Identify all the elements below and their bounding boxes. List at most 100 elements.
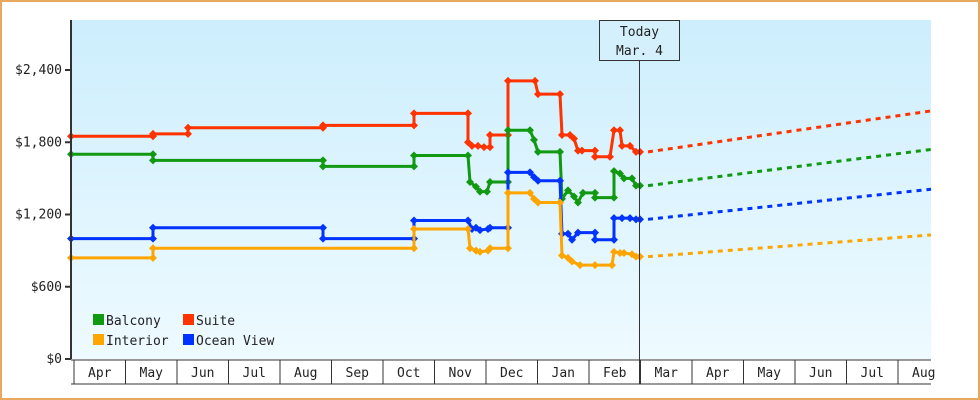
data-point-marker <box>466 177 474 186</box>
month-label: Aug <box>294 366 317 381</box>
data-point-marker <box>410 162 418 171</box>
month-label: Aug <box>912 366 935 381</box>
data-point-marker <box>526 188 534 197</box>
month-label: Mar <box>655 366 679 381</box>
data-point-marker <box>616 169 624 178</box>
data-point-marker <box>319 223 327 232</box>
data-point-marker <box>591 188 599 197</box>
data-point-marker <box>526 126 534 135</box>
today-label: Today <box>620 25 659 40</box>
data-point-marker <box>410 244 418 253</box>
data-point-marker <box>319 162 327 171</box>
data-point-marker <box>464 224 472 233</box>
data-point-marker <box>556 90 564 99</box>
data-point-marker <box>504 76 512 85</box>
legend: Balcony Suite Interior Ocean View <box>93 314 274 349</box>
y-tick-label: $600 <box>31 280 62 295</box>
data-point-marker <box>626 141 634 150</box>
data-point-marker <box>410 224 418 233</box>
data-point-marker <box>591 146 599 155</box>
month-label: Apr <box>88 366 112 381</box>
data-point-marker <box>610 126 618 135</box>
data-point-marker <box>578 146 586 155</box>
data-point-marker <box>576 261 584 270</box>
data-point-marker <box>574 228 582 237</box>
legend-swatch <box>183 314 194 325</box>
month-label: Feb <box>603 366 627 381</box>
data-point-marker <box>410 151 418 160</box>
data-point-marker <box>531 76 539 85</box>
data-point-marker <box>464 151 472 160</box>
data-point-marker <box>591 193 599 202</box>
data-point-marker <box>486 223 494 232</box>
data-point-marker <box>564 229 572 238</box>
y-tick-label: $1,200 <box>15 208 62 223</box>
data-point-marker <box>319 156 327 165</box>
data-point-marker <box>476 187 484 196</box>
data-point-marker <box>486 131 494 140</box>
y-axis: $0 $600 $1,200 $1,800 $2,400 <box>15 63 71 367</box>
data-point-marker <box>610 214 618 223</box>
month-label: Jul <box>861 366 884 381</box>
month-label: Jul <box>243 366 266 381</box>
data-point-marker <box>534 147 542 156</box>
month-label: Nov <box>449 366 473 381</box>
month-label: Sep <box>346 366 370 381</box>
data-point-marker <box>504 126 512 135</box>
legend-swatch <box>183 334 194 345</box>
data-point-marker <box>410 121 418 130</box>
data-point-marker <box>579 188 587 197</box>
data-point-marker <box>504 244 512 253</box>
month-label: Apr <box>706 366 730 381</box>
data-point-marker <box>610 167 618 176</box>
data-point-marker <box>591 152 599 161</box>
data-point-marker <box>483 187 491 196</box>
data-point-marker <box>610 247 618 256</box>
data-point-marker <box>486 143 494 152</box>
data-point-marker <box>558 251 566 260</box>
forecast-line-balcony <box>647 147 932 188</box>
data-point-marker <box>534 176 542 185</box>
today-box <box>599 20 680 61</box>
data-point-marker <box>472 182 480 191</box>
data-point-marker <box>149 156 157 165</box>
month-label: Oct <box>397 366 420 381</box>
data-point-marker <box>504 188 512 197</box>
data-point-marker <box>618 141 626 150</box>
data-point-marker <box>570 192 578 201</box>
data-point-marker <box>608 261 616 270</box>
data-point-marker <box>591 228 599 237</box>
data-point-marker <box>591 235 599 244</box>
data-point-marker <box>486 244 494 253</box>
data-point-marker <box>534 90 542 99</box>
data-point-marker <box>486 177 494 186</box>
data-point-marker <box>556 176 564 185</box>
data-point-marker <box>626 214 634 223</box>
data-point-marker <box>464 216 472 225</box>
data-point-marker <box>628 174 636 183</box>
x-axis: Apr May Jun Jul Aug Sep Oct Nov Dec Jan Feb Mar Apr M… <box>71 359 935 385</box>
legend-swatch <box>93 314 104 325</box>
data-point-marker <box>149 129 157 138</box>
data-point-marker <box>556 198 564 207</box>
data-point-marker <box>556 147 564 156</box>
forecast-line-suite <box>647 109 932 154</box>
legend-swatch <box>93 334 104 345</box>
data-point-marker <box>618 214 626 223</box>
data-point-marker <box>616 126 624 135</box>
data-point-marker <box>149 223 157 232</box>
plot-area <box>71 20 931 359</box>
data-point-marker <box>410 216 418 225</box>
data-point-marker <box>468 141 476 150</box>
data-point-marker <box>564 186 572 195</box>
legend-label: Balcony <box>106 314 161 329</box>
data-point-marker <box>504 168 512 177</box>
data-point-marker <box>568 257 576 266</box>
data-point-marker <box>149 244 157 253</box>
month-label: Jan <box>552 366 575 381</box>
y-tick-label: $0 <box>46 352 62 367</box>
y-tick-label: $1,800 <box>15 135 62 150</box>
month-label: May <box>758 366 782 381</box>
data-point-marker <box>530 135 538 144</box>
